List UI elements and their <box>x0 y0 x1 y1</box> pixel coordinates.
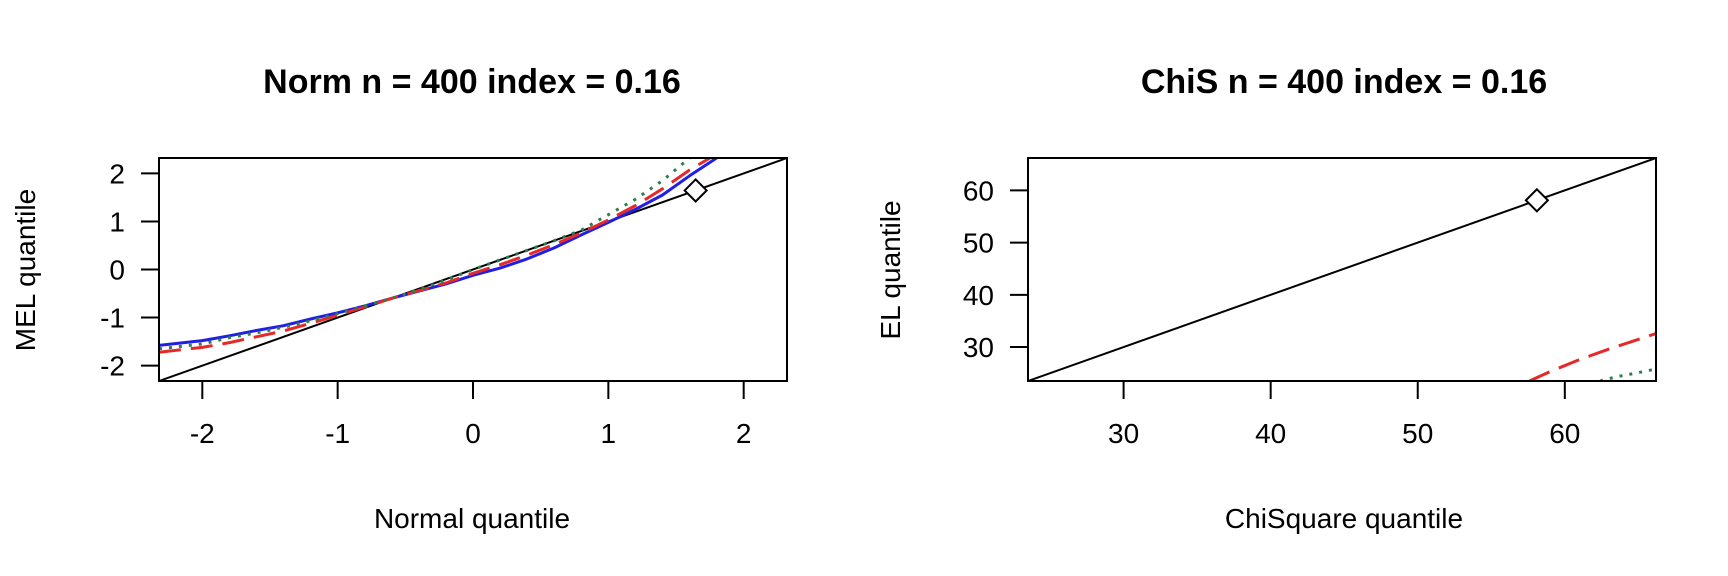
y-tick-label: 30 <box>963 332 994 363</box>
plot-frame <box>1027 157 1657 382</box>
x-tick-label: 50 <box>1402 418 1433 449</box>
diamond-marker <box>1524 187 1550 213</box>
x-axis-label: ChiSquare quantile <box>1225 503 1463 534</box>
y-tick-label: 40 <box>963 280 994 311</box>
diamond-marker <box>683 178 709 203</box>
plot-area: 30 40 50 60 30 40 50 60 <box>963 157 1657 449</box>
y-tick-label: 2 <box>109 158 125 189</box>
series-line-2 <box>1599 367 1656 381</box>
chart-title: ChiS n = 400 index = 0.16 <box>1141 63 1547 101</box>
x-tick-label: 40 <box>1255 418 1286 449</box>
x-tick-label: 0 <box>465 418 481 449</box>
series-line-2 <box>159 158 711 354</box>
y-axis-label: MEL quantile <box>10 189 41 351</box>
y-tick-label: 60 <box>963 175 994 206</box>
series-line-1 <box>1528 332 1656 381</box>
y-tick-label: 50 <box>963 228 994 259</box>
series-line-3 <box>159 158 691 351</box>
y-tick-label: 1 <box>109 206 125 237</box>
chart-panel-chis: ChiS n = 400 index = 0.16 ChiSquare quan… <box>875 63 1657 534</box>
chart-title: Norm n = 400 index = 0.16 <box>263 63 681 101</box>
reference-line <box>1028 158 1656 381</box>
x-tick-label: -2 <box>190 418 215 449</box>
x-tick-label: 1 <box>601 418 617 449</box>
y-tick-label: -2 <box>100 351 125 382</box>
x-tick-label: 2 <box>736 418 752 449</box>
y-tick-label: -1 <box>100 303 125 334</box>
x-tick-label: -1 <box>325 418 350 449</box>
x-tick-label: 30 <box>1108 418 1139 449</box>
plot-area: -2 -1 0 1 2 -2 -1 0 1 2 <box>100 157 788 449</box>
series-line-1 <box>159 158 718 347</box>
chart-panel-norm: Norm n = 400 index = 0.16 Normal quantil… <box>10 63 788 534</box>
x-axis-label: Normal quantile <box>374 503 570 534</box>
x-tick-label: 60 <box>1549 418 1580 449</box>
y-axis-label: EL quantile <box>875 200 906 339</box>
reference-line <box>159 158 787 381</box>
y-tick-label: 0 <box>109 255 125 286</box>
